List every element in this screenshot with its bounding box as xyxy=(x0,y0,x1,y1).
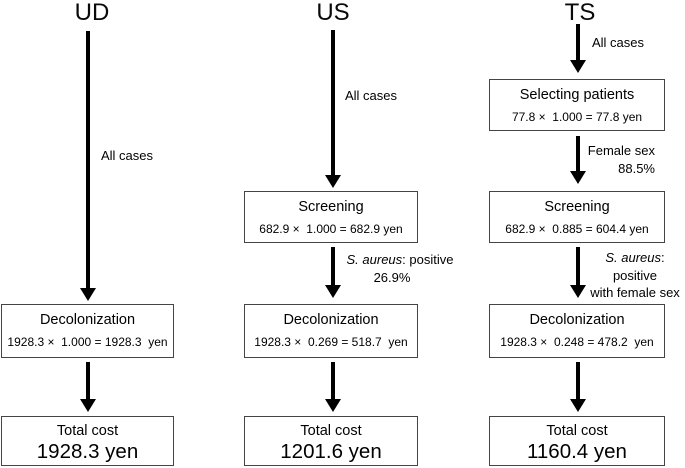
s-aureus-positive-line: S. aureus: positive xyxy=(605,250,665,283)
column-title-us: US xyxy=(316,0,350,26)
ts-arrow-female-shaft xyxy=(576,136,580,171)
column-title-ts: TS xyxy=(564,0,596,26)
female-sex-line: Female sex xyxy=(587,143,655,158)
box-formula: 1928.3 × 1.000 = 1928.3 yen xyxy=(7,335,168,349)
total-cost-value: 1201.6 yen xyxy=(280,440,382,463)
ts-arrow-aureus-shaft xyxy=(576,247,580,285)
box-title: Total cost xyxy=(546,423,608,439)
box-formula: 682.9 × 1.000 = 682.9 yen xyxy=(259,222,403,236)
percentage-label: 26.9% xyxy=(373,269,411,285)
us-all-cases-label: All cases xyxy=(345,88,398,103)
ud-decolonization-box: Decolonization 1928.3 × 1.000 = 1928.3 y… xyxy=(1,304,174,358)
ts-decolonization-box: Decolonization 1928.3 × 0.248 = 478.2 ye… xyxy=(489,304,665,358)
ts-total-cost-box: Total cost 1160.4 yen xyxy=(489,416,665,466)
us-s-aureus-label: S. aureus: positive 26.9% xyxy=(342,251,458,286)
box-formula: 1928.3 × 0.248 = 478.2 yen xyxy=(500,335,654,349)
box-title: Decolonization xyxy=(39,312,136,328)
total-cost-value: 1160.4 yen xyxy=(527,440,627,463)
ts-all-cases-label: All cases xyxy=(592,35,645,50)
ts-arrow-all-cases-head-icon xyxy=(570,60,586,73)
box-formula: 1928.3 × 0.269 = 518.7 yen xyxy=(254,335,408,349)
us-arrow-aureus-head-icon xyxy=(325,285,341,298)
us-total-cost-box: Total cost 1201.6 yen xyxy=(244,416,418,466)
box-title: Total cost xyxy=(56,423,119,439)
ud-total-cost-box: Total cost 1928.3 yen xyxy=(1,416,174,466)
percentage-label: 88.5% xyxy=(618,160,655,176)
ud-arrow-to-total-shaft xyxy=(86,362,90,399)
ud-arrow-to-total-head-icon xyxy=(80,399,96,412)
box-title: Selecting patients xyxy=(519,87,635,103)
us-arrow-aureus-shaft xyxy=(331,247,335,285)
us-arrow-to-total-shaft xyxy=(331,362,335,399)
box-title: Total cost xyxy=(300,423,362,439)
ts-arrow-aureus-head-icon xyxy=(570,285,586,298)
box-formula: 77.8 × 1.000 = 77.8 yen xyxy=(511,110,643,124)
ts-arrow-female-head-icon xyxy=(570,171,586,184)
ud-arrow-all-cases-shaft xyxy=(86,31,90,288)
box-title: Decolonization xyxy=(283,312,379,328)
ud-all-cases-label: All cases xyxy=(101,148,154,163)
us-decolonization-box: Decolonization 1928.3 × 0.269 = 518.7 ye… xyxy=(244,304,418,358)
us-screening-box: Screening 682.9 × 1.000 = 682.9 yen xyxy=(244,191,418,243)
ts-arrow-to-total-shaft xyxy=(576,362,580,399)
us-arrow-to-total-head-icon xyxy=(325,399,341,412)
ts-arrow-to-total-head-icon xyxy=(570,399,586,412)
box-formula: 682.9 × 0.885 = 604.4 yen xyxy=(505,222,649,236)
ts-female-sex-label: Female sex 88.5% xyxy=(567,142,655,177)
us-arrow-all-cases-shaft xyxy=(331,30,335,175)
ud-arrow-all-cases-head-icon xyxy=(80,288,96,301)
box-title: Screening xyxy=(298,199,364,215)
ts-arrow-all-cases-shaft xyxy=(576,24,580,60)
with-female-sex-line: with female sex xyxy=(590,285,680,300)
box-title: Screening xyxy=(544,199,610,215)
ts-screening-box: Screening 682.9 × 0.885 = 604.4 yen xyxy=(489,191,665,243)
column-title-ud: UD xyxy=(74,0,110,26)
ts-selecting-patients-box: Selecting patients 77.8 × 1.000 = 77.8 y… xyxy=(489,79,665,131)
box-title: Decolonization xyxy=(529,312,625,328)
total-cost-value: 1928.3 yen xyxy=(36,440,139,463)
us-arrow-all-cases-head-icon xyxy=(325,175,341,188)
s-aureus-positive-line: S. aureus: positive xyxy=(346,252,454,267)
